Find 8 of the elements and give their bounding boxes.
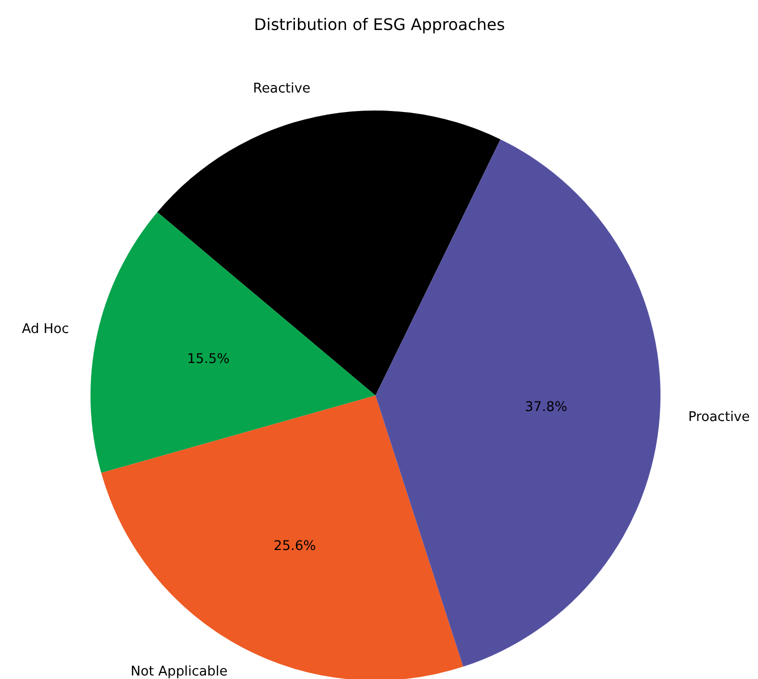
slice-label: Not Applicable [130,664,228,679]
data-label: 37.8% [524,400,568,416]
slice-label: Ad Hoc [22,322,70,338]
slice-label: Proactive [688,410,750,426]
chart-title: Distribution of ESG Approaches [254,15,505,34]
data-label: 15.5% [187,352,230,368]
data-label: 25.6% [274,538,316,554]
slice-label: Reactive [253,81,310,96]
